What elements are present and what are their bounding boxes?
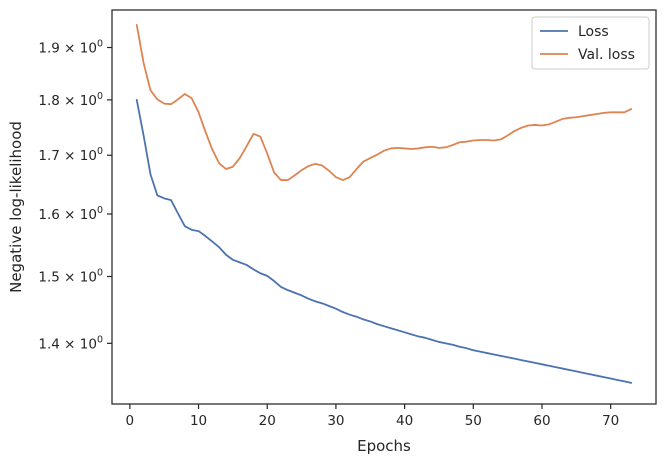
x-tick-label: 40 — [396, 413, 413, 429]
y-tick-label: 1.6 × 100 — [38, 205, 103, 223]
x-tick-label: 30 — [327, 413, 344, 429]
series-line — [135, 23, 633, 181]
y-tick-label: 1.8 × 100 — [38, 91, 103, 109]
x-tick-label: 0 — [126, 413, 135, 429]
x-tick-label: 20 — [259, 413, 276, 429]
legend-box — [531, 16, 650, 70]
legend-label: Val. loss — [578, 47, 635, 63]
series-lines — [135, 23, 633, 384]
y-axis: 1.4 × 100 1.5 × 100 1.6 × 100 1.7 × 100 1.8 … — [38, 39, 112, 352]
legend: Loss Val. loss — [531, 16, 650, 70]
y-tick-label: 1.9 × 100 — [38, 39, 103, 57]
y-tick-label: 1.5 × 100 — [38, 267, 103, 285]
x-tick-label: 50 — [465, 413, 482, 429]
legend-label: Loss — [578, 24, 609, 40]
y-tick-label: 1.4 × 100 — [38, 334, 103, 352]
x-tick-label: 60 — [533, 413, 550, 429]
plot-area — [111, 9, 657, 405]
x-axis-label: Epochs — [357, 437, 411, 455]
x-tick-label: 70 — [602, 413, 619, 429]
x-axis: 0 10 20 30 40 50 60 70 — [126, 404, 619, 429]
y-tick-label: 1.7 × 100 — [38, 146, 103, 164]
y-axis-label: Negative log-likelihood — [7, 121, 25, 293]
x-tick-label: 10 — [190, 413, 207, 429]
series-line — [135, 98, 633, 384]
